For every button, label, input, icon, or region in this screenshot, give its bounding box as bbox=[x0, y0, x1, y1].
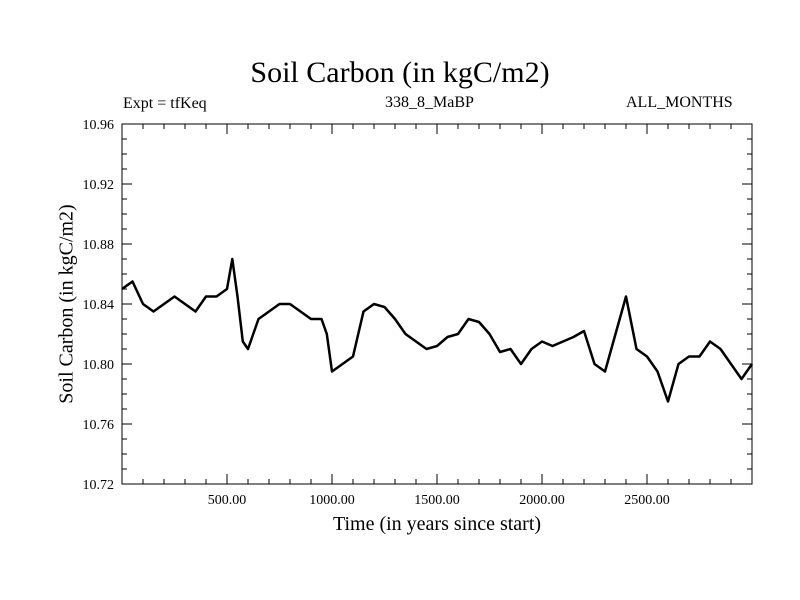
tick-labels: 500.00 1000.00 1500.00 2000.00 2500.00 10.72 1… bbox=[83, 118, 670, 508]
plot-lines bbox=[121, 257, 754, 403]
months-label: ALL_MONTHS bbox=[626, 94, 733, 111]
x-tick-label: 1500.00 bbox=[414, 493, 460, 508]
y-tick-label: 10.84 bbox=[83, 298, 115, 313]
series-line-0 bbox=[121, 257, 754, 403]
x-tick-label: 1000.00 bbox=[309, 493, 355, 508]
axis-ticks bbox=[122, 123, 752, 485]
x-axis-label: Time (in years since start) bbox=[332, 513, 542, 535]
y-tick-label: 10.76 bbox=[83, 418, 115, 433]
x-tick-label: 500.00 bbox=[208, 493, 247, 508]
y-tick-label: 10.72 bbox=[83, 478, 115, 493]
x-tick-label: 2500.00 bbox=[624, 493, 670, 508]
y-tick-label: 10.92 bbox=[83, 178, 115, 193]
period-label: 338_8_MaBP bbox=[385, 94, 474, 111]
y-tick-label: 10.96 bbox=[83, 118, 115, 133]
x-tick-label: 2000.00 bbox=[519, 493, 565, 508]
plot-frame bbox=[121, 123, 753, 485]
y-tick-label: 10.88 bbox=[83, 238, 115, 253]
y-tick-label: 10.80 bbox=[83, 358, 115, 373]
experiment-label: Expt = tfKeq bbox=[123, 95, 207, 112]
chart-title: Soil Carbon (in kgC/m2) bbox=[250, 56, 550, 89]
